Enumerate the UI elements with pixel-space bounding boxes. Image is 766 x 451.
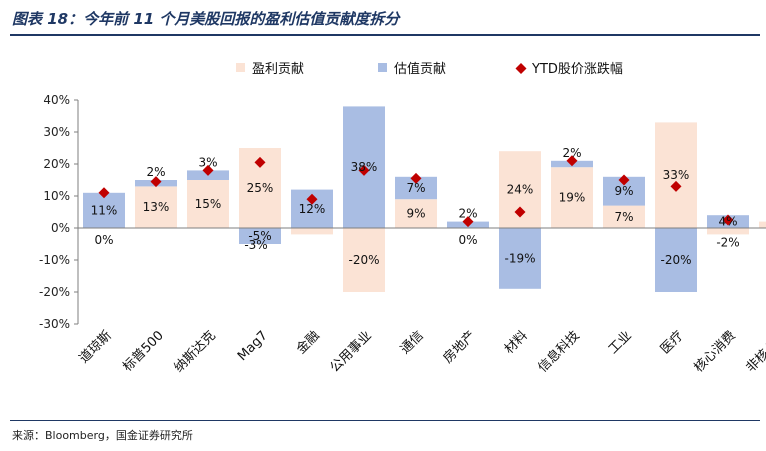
source-note: 来源：Bloomberg，国金证券研究所 bbox=[12, 429, 193, 442]
x-tick-label: 材料 bbox=[502, 328, 531, 357]
x-tick-label: 工业 bbox=[606, 328, 635, 357]
legend-swatch bbox=[515, 63, 527, 74]
earnings-label: 33% bbox=[663, 168, 690, 182]
earnings-bar bbox=[603, 205, 645, 228]
valuation-label: -20% bbox=[660, 253, 691, 267]
earnings-label: 25% bbox=[247, 181, 274, 195]
x-tick-label: 通信 bbox=[398, 328, 427, 357]
valuation-label: 12% bbox=[299, 202, 326, 216]
earnings-label: 0% bbox=[458, 233, 477, 247]
y-tick-label: -10% bbox=[39, 253, 70, 267]
valuation-label: 11% bbox=[91, 203, 118, 217]
earnings-bar bbox=[395, 199, 437, 228]
ytd-marker bbox=[98, 187, 110, 199]
valuation-label: -19% bbox=[504, 251, 535, 265]
valuation-bar bbox=[83, 192, 125, 228]
data-labels: 0% 11% 13% 2% 15% 3% 25% -5% 12% -20% 38% 9% 7% 0% 2% 2… bbox=[91, 146, 740, 267]
valuation-label: 38% bbox=[351, 160, 378, 174]
x-tick-label: 标普500 bbox=[120, 328, 167, 375]
ytd-marker bbox=[306, 193, 318, 205]
earnings-bar bbox=[551, 167, 593, 228]
valuation-label: 3% bbox=[198, 155, 217, 169]
earnings-label: 0% bbox=[94, 233, 113, 247]
x-tick-label: 核心消费 bbox=[691, 328, 738, 375]
legend-swatch bbox=[378, 63, 387, 72]
earnings-label: 13% bbox=[143, 200, 170, 214]
earnings-bar bbox=[759, 221, 766, 228]
ytd-markers bbox=[98, 155, 734, 228]
figure-title: 图表 18：今年前 11 个月美股回报的盈利估值贡献度拆分 bbox=[12, 10, 400, 28]
x-tick-label: 医疗 bbox=[658, 328, 687, 357]
ytd-marker bbox=[722, 214, 734, 226]
x-axis: 道琼斯 标普500 纳斯达克 Mag7 金融 公用事业 通信 房地产 材料 信息科技 工业 医疗 核心消… bbox=[77, 328, 766, 376]
x-tick-label: 金融 bbox=[293, 328, 323, 358]
ytd-marker bbox=[618, 174, 630, 186]
earnings-label: -2% bbox=[716, 235, 739, 249]
x-tick-label: 信息科技 bbox=[535, 328, 583, 376]
title-rule bbox=[10, 34, 760, 36]
valuation-label: -5% bbox=[248, 229, 271, 243]
valuation-bar bbox=[499, 228, 541, 289]
earnings-bar bbox=[291, 228, 333, 235]
ytd-marker bbox=[670, 180, 682, 192]
earnings-bar bbox=[187, 180, 229, 228]
legend-label: YTD股价涨跌幅 bbox=[531, 61, 623, 77]
y-tick-label: 0% bbox=[51, 221, 70, 235]
y-tick-label: -20% bbox=[39, 285, 70, 299]
earnings-bar bbox=[707, 228, 749, 235]
ytd-marker bbox=[150, 176, 162, 188]
valuation-label: 9% bbox=[614, 184, 633, 198]
x-tick-label: Mag7 bbox=[235, 328, 271, 364]
legend-label: 盈利贡献 bbox=[252, 62, 304, 77]
legend: 盈利贡献 估值贡献 YTD股价涨跌幅 bbox=[236, 61, 623, 77]
ytd-marker bbox=[514, 206, 526, 218]
x-tick-label: 纳斯达克 bbox=[171, 328, 218, 375]
y-tick-label: -30% bbox=[39, 317, 70, 331]
valuation-label: 4% bbox=[718, 215, 737, 229]
x-tick-label: 非核心消 bbox=[743, 328, 766, 375]
y-axis: -30% -20% -10% 0% 10% 20% 30% 40% bbox=[39, 93, 79, 331]
footer-rule bbox=[10, 420, 760, 421]
y-tick-label: 30% bbox=[43, 125, 70, 139]
x-tick-label: 公用事业 bbox=[327, 328, 374, 375]
x-tick-label: 房地产 bbox=[440, 328, 479, 367]
ytd-marker bbox=[462, 216, 474, 228]
legend-swatch bbox=[236, 63, 245, 72]
ytd-marker bbox=[202, 164, 214, 176]
valuation-bar bbox=[655, 228, 697, 292]
mag7-total-label: -3% bbox=[244, 238, 267, 252]
y-tick-label: 40% bbox=[43, 93, 70, 107]
legend-label: 估值贡献 bbox=[394, 61, 446, 77]
ytd-marker bbox=[410, 172, 422, 184]
earnings-label: 9% bbox=[406, 207, 425, 221]
valuation-label: 7% bbox=[406, 181, 425, 195]
earnings-bar bbox=[343, 228, 385, 292]
earnings-label: 19% bbox=[559, 191, 586, 205]
ytd-marker bbox=[566, 155, 578, 167]
earnings-bar bbox=[135, 186, 177, 228]
valuation-label: 2% bbox=[146, 165, 165, 179]
valuation-label: 2% bbox=[562, 146, 581, 160]
earnings-label: 15% bbox=[195, 197, 222, 211]
earnings-label: 7% bbox=[614, 210, 633, 224]
x-tick-label: 道琼斯 bbox=[77, 328, 115, 366]
y-tick-label: 20% bbox=[43, 157, 70, 171]
earnings-label: 24% bbox=[507, 183, 534, 197]
ytd-marker bbox=[254, 156, 266, 168]
valuation-bar bbox=[239, 228, 281, 244]
y-tick-label: 10% bbox=[43, 189, 70, 203]
ytd-marker bbox=[358, 164, 370, 176]
valuation-bar bbox=[395, 176, 437, 200]
valuation-label: 2% bbox=[458, 207, 477, 221]
earnings-bar bbox=[655, 122, 697, 228]
earnings-label: -20% bbox=[348, 253, 379, 267]
